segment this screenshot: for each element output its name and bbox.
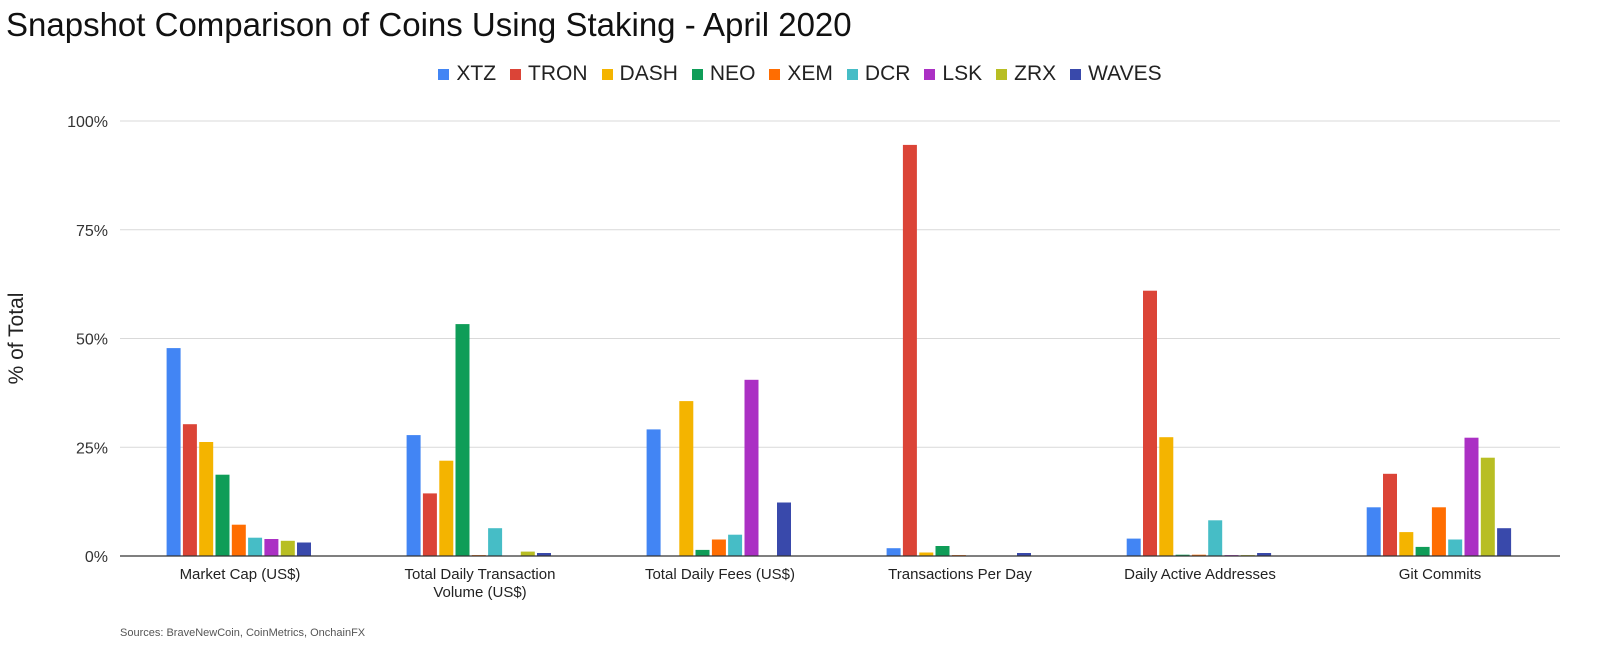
bar-tron-5	[1383, 473, 1397, 556]
legend-item-neo: NEO	[691, 62, 756, 86]
bar-xtz-4	[1126, 538, 1141, 556]
bar-tron-0	[182, 424, 197, 556]
bar-xem-4	[1191, 554, 1206, 556]
bar-waves-1	[537, 553, 551, 556]
source-note: Sources: BraveNewCoin, CoinMetrics, Onch…	[120, 627, 366, 639]
x-category-label: Total Daily Fees (US$)	[645, 566, 795, 583]
legend-swatch	[996, 68, 1008, 80]
bar-neo-3	[935, 546, 950, 556]
legend-label: DCR	[864, 62, 911, 85]
legend-swatch	[846, 68, 858, 80]
legend-label: DASH	[619, 62, 678, 85]
bar-waves-3	[1017, 553, 1031, 556]
legend-swatch	[924, 68, 936, 80]
legend-swatch	[601, 68, 613, 80]
legend-item-xtz: XTZ	[438, 62, 496, 86]
legend-swatch	[510, 68, 522, 80]
legend-label: XEM	[787, 62, 833, 85]
bar-xem-2	[711, 539, 726, 556]
bar-lsk-5	[1464, 437, 1479, 556]
bar-neo-2	[695, 549, 710, 556]
y-tick-label: 75%	[76, 223, 108, 240]
legend-item-dcr: DCR	[846, 62, 911, 86]
legend-swatch	[438, 68, 450, 80]
legend-item-xem: XEM	[769, 62, 833, 86]
bar-tron-1	[422, 493, 437, 556]
bar-waves-2	[777, 502, 791, 556]
bar-dcr-5	[1448, 539, 1463, 556]
bar-zrx-0	[280, 540, 295, 556]
legend-item-waves: WAVES	[1070, 62, 1162, 86]
bar-neo-5	[1415, 546, 1430, 556]
bar-neo-1	[455, 324, 470, 556]
legend-item-lsk: LSK	[924, 62, 982, 86]
bar-xtz-5	[1366, 507, 1381, 556]
y-tick-label: 100%	[67, 114, 108, 131]
bar-dash-4	[1159, 437, 1174, 556]
bar-xtz-2	[646, 429, 661, 556]
bar-dash-2	[679, 401, 694, 556]
bar-dash-3	[919, 552, 934, 556]
y-tick-label: 25%	[76, 440, 108, 457]
bar-lsk-0	[264, 539, 279, 556]
bar-dcr-2	[728, 534, 743, 556]
chart-legend: XTZ TRON DASH NEO XEM DCR LSK ZRX WAVES	[0, 62, 1600, 86]
bar-xem-0	[231, 524, 246, 556]
legend-label: NEO	[709, 62, 756, 85]
legend-label: TRON	[528, 62, 588, 85]
bar-dash-5	[1399, 532, 1414, 556]
legend-label: WAVES	[1088, 62, 1162, 85]
y-tick-label: 0%	[85, 549, 108, 566]
bar-xtz-1	[406, 435, 421, 556]
x-category-label: Daily Active Addresses	[1124, 566, 1276, 583]
bar-dcr-4	[1208, 520, 1223, 556]
bar-waves-0	[297, 542, 311, 556]
legend-label: ZRX	[1014, 62, 1057, 85]
x-category-label: Volume (US$)	[433, 584, 526, 601]
bar-xtz-3	[886, 548, 901, 556]
y-axis-label: % of Total	[5, 293, 28, 385]
bar-zrx-1	[520, 551, 535, 556]
chart-title: Snapshot Comparison of Coins Using Staki…	[6, 6, 852, 43]
legend-item-tron: TRON	[510, 62, 588, 86]
x-category-label: Total Daily Transaction	[405, 566, 556, 583]
bar-zrx-5	[1480, 457, 1495, 556]
legend-label: XTZ	[456, 62, 497, 85]
bar-waves-4	[1257, 553, 1272, 556]
bar-neo-4	[1175, 554, 1190, 556]
legend-swatch	[1070, 68, 1082, 80]
legend-label: LSK	[942, 62, 983, 85]
bar-tron-3	[902, 144, 917, 556]
bar-dash-0	[199, 442, 214, 556]
legend-swatch	[691, 68, 703, 80]
legend-swatch	[769, 68, 781, 80]
bar-dash-1	[439, 460, 454, 556]
x-category-label: Market Cap (US$)	[180, 566, 301, 583]
y-tick-label: 50%	[76, 332, 108, 349]
bar-lsk-2	[744, 379, 759, 556]
bar-xtz-0	[166, 348, 181, 556]
bar-tron-4	[1143, 290, 1157, 556]
x-category-label: Git Commits	[1399, 566, 1482, 583]
bar-dcr-0	[248, 537, 263, 556]
legend-item-zrx: ZRX	[996, 62, 1056, 86]
bar-neo-0	[215, 474, 230, 556]
bar-waves-5	[1497, 528, 1512, 556]
x-category-label: Transactions Per Day	[888, 566, 1032, 583]
bar-xem-5	[1431, 507, 1446, 556]
legend-item-dash: DASH	[601, 62, 678, 86]
bar-dcr-1	[488, 528, 503, 556]
